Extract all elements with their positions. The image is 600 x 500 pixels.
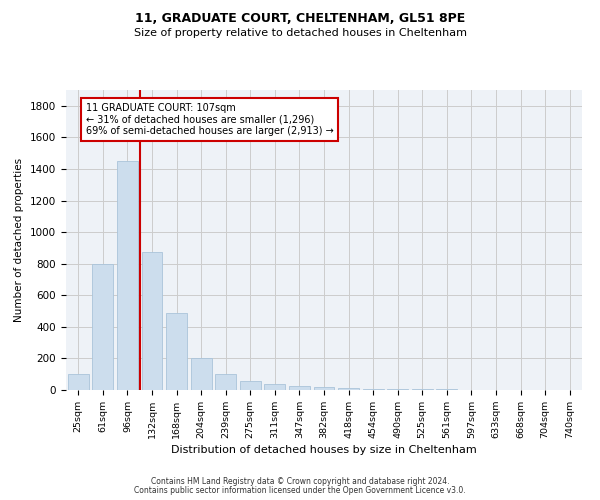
Bar	[436, 389, 457, 390]
Text: 11, GRADUATE COURT, CHELTENHAM, GL51 8PE: 11, GRADUATE COURT, CHELTENHAM, GL51 8PE	[135, 12, 465, 26]
Bar	[412, 389, 433, 390]
Bar	[387, 389, 408, 390]
Text: Contains HM Land Registry data © Crown copyright and database right 2024.: Contains HM Land Registry data © Crown c…	[151, 477, 449, 486]
Text: Size of property relative to detached houses in Cheltenham: Size of property relative to detached ho…	[133, 28, 467, 38]
Bar	[265, 384, 286, 390]
Bar	[314, 387, 334, 390]
X-axis label: Distribution of detached houses by size in Cheltenham: Distribution of detached houses by size …	[171, 445, 477, 455]
Bar	[338, 388, 359, 390]
Bar	[215, 374, 236, 390]
Bar	[191, 358, 212, 390]
Bar	[240, 380, 261, 390]
Bar	[362, 389, 383, 390]
Bar	[68, 374, 89, 390]
Text: Contains public sector information licensed under the Open Government Licence v3: Contains public sector information licen…	[134, 486, 466, 495]
Bar	[289, 386, 310, 390]
Bar	[166, 312, 187, 390]
Y-axis label: Number of detached properties: Number of detached properties	[14, 158, 25, 322]
Bar	[92, 264, 113, 390]
Text: 11 GRADUATE COURT: 107sqm
← 31% of detached houses are smaller (1,296)
69% of se: 11 GRADUATE COURT: 107sqm ← 31% of detac…	[86, 102, 334, 136]
Bar	[117, 161, 138, 390]
Bar	[142, 252, 163, 390]
